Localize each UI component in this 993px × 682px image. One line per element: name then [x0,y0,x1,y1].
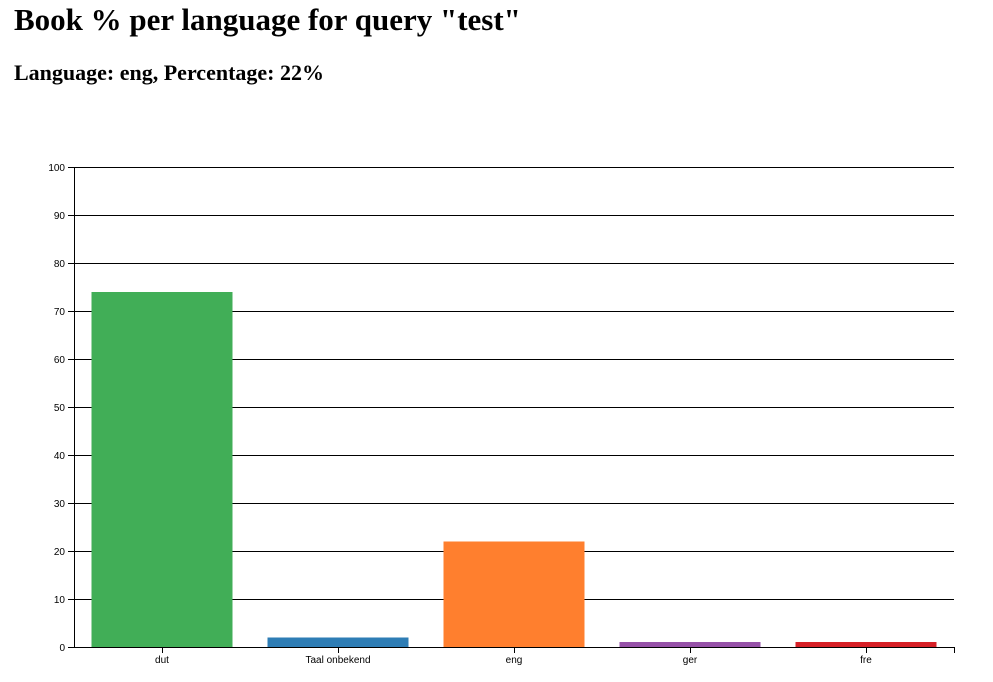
y-tick-label: 0 [59,643,65,654]
y-tick-label: 30 [54,499,66,510]
x-tick-label: fre [860,655,872,666]
y-tick-label: 10 [54,595,66,606]
y-tick-label: 60 [54,355,66,366]
x-tick-label: ger [683,655,698,666]
y-tick-label: 50 [54,403,66,414]
x-axis-line [74,647,955,653]
axes: 0 10 20 30 40 50 60 70 80 90 100 dut Taal onbekend en… [48,163,955,666]
chart-title: Book % per language for query "test" [14,2,521,37]
x-tick-label: Taal onbekend [305,655,370,666]
y-tick-label: 20 [54,547,66,558]
bar-ger[interactable] [619,642,761,647]
x-tick-label: eng [506,655,523,666]
x-tick-label: dut [155,655,169,666]
y-tick-label: 90 [54,211,66,222]
bar-taal-onbekend[interactable] [267,637,409,647]
bar-eng[interactable] [443,541,585,647]
y-tick-label: 40 [54,451,66,462]
y-tick-label: 70 [54,307,66,318]
bar-dut[interactable] [91,291,233,647]
hover-info-text: Language: eng, Percentage: 22% [14,60,324,85]
y-tick-label: 100 [48,163,65,174]
bars [91,291,937,647]
y-tick-label: 80 [54,259,66,270]
bar-fre[interactable] [795,642,937,647]
